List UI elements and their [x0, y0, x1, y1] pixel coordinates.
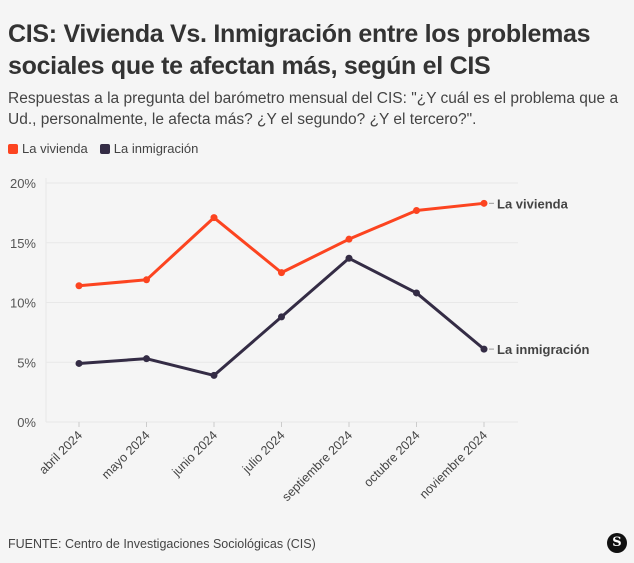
series-end-label: La inmigración	[497, 342, 590, 357]
legend-item-vivienda: La vivienda	[8, 141, 88, 156]
y-tick-label: 20%	[10, 176, 36, 191]
legend-item-inmigracion: La inmigración	[99, 141, 199, 156]
y-tick-label: 10%	[10, 296, 36, 311]
y-tick-label: 5%	[17, 355, 36, 370]
x-tick-label: julio 2024	[239, 428, 287, 476]
series-end-label: La vivienda	[497, 196, 569, 211]
legend-swatch	[8, 144, 18, 154]
legend-label: La vivienda	[22, 141, 88, 156]
data-point	[345, 235, 353, 243]
legend-swatch	[99, 144, 110, 154]
y-tick-label: 0%	[17, 415, 36, 430]
x-tick-label: septiembre 2024	[279, 428, 355, 504]
y-tick-label: 15%	[10, 236, 36, 251]
x-tick-label: mayo 2024	[99, 428, 153, 482]
x-tick-label: noviembre 2024	[417, 428, 490, 501]
data-point	[278, 313, 285, 321]
data-point	[345, 254, 353, 262]
data-point	[210, 371, 218, 379]
data-point	[413, 289, 420, 297]
data-point	[480, 345, 488, 353]
publisher-logo: S	[607, 533, 627, 553]
chart-subtitle: Respuestas a la pregunta del barómetro m…	[8, 90, 619, 128]
chart-title: CIS: Vivienda Vs. Inmigración entre los …	[8, 20, 591, 80]
x-tick-label: octubre 2024	[361, 428, 423, 490]
source-note: FUENTE: Centro de Investigaciones Sociol…	[8, 537, 316, 551]
data-point	[143, 276, 150, 284]
data-point	[75, 282, 83, 290]
data-point	[210, 214, 218, 222]
legend-label: La inmigración	[113, 141, 199, 156]
data-point	[143, 355, 150, 363]
data-point	[75, 359, 83, 367]
data-point	[413, 206, 420, 214]
x-tick-label: abril 2024	[36, 428, 85, 477]
data-point	[480, 199, 488, 207]
x-tick-label: junio 2024	[169, 428, 220, 479]
data-point	[278, 269, 285, 277]
legend: La vivienda La inmigración	[8, 141, 198, 156]
